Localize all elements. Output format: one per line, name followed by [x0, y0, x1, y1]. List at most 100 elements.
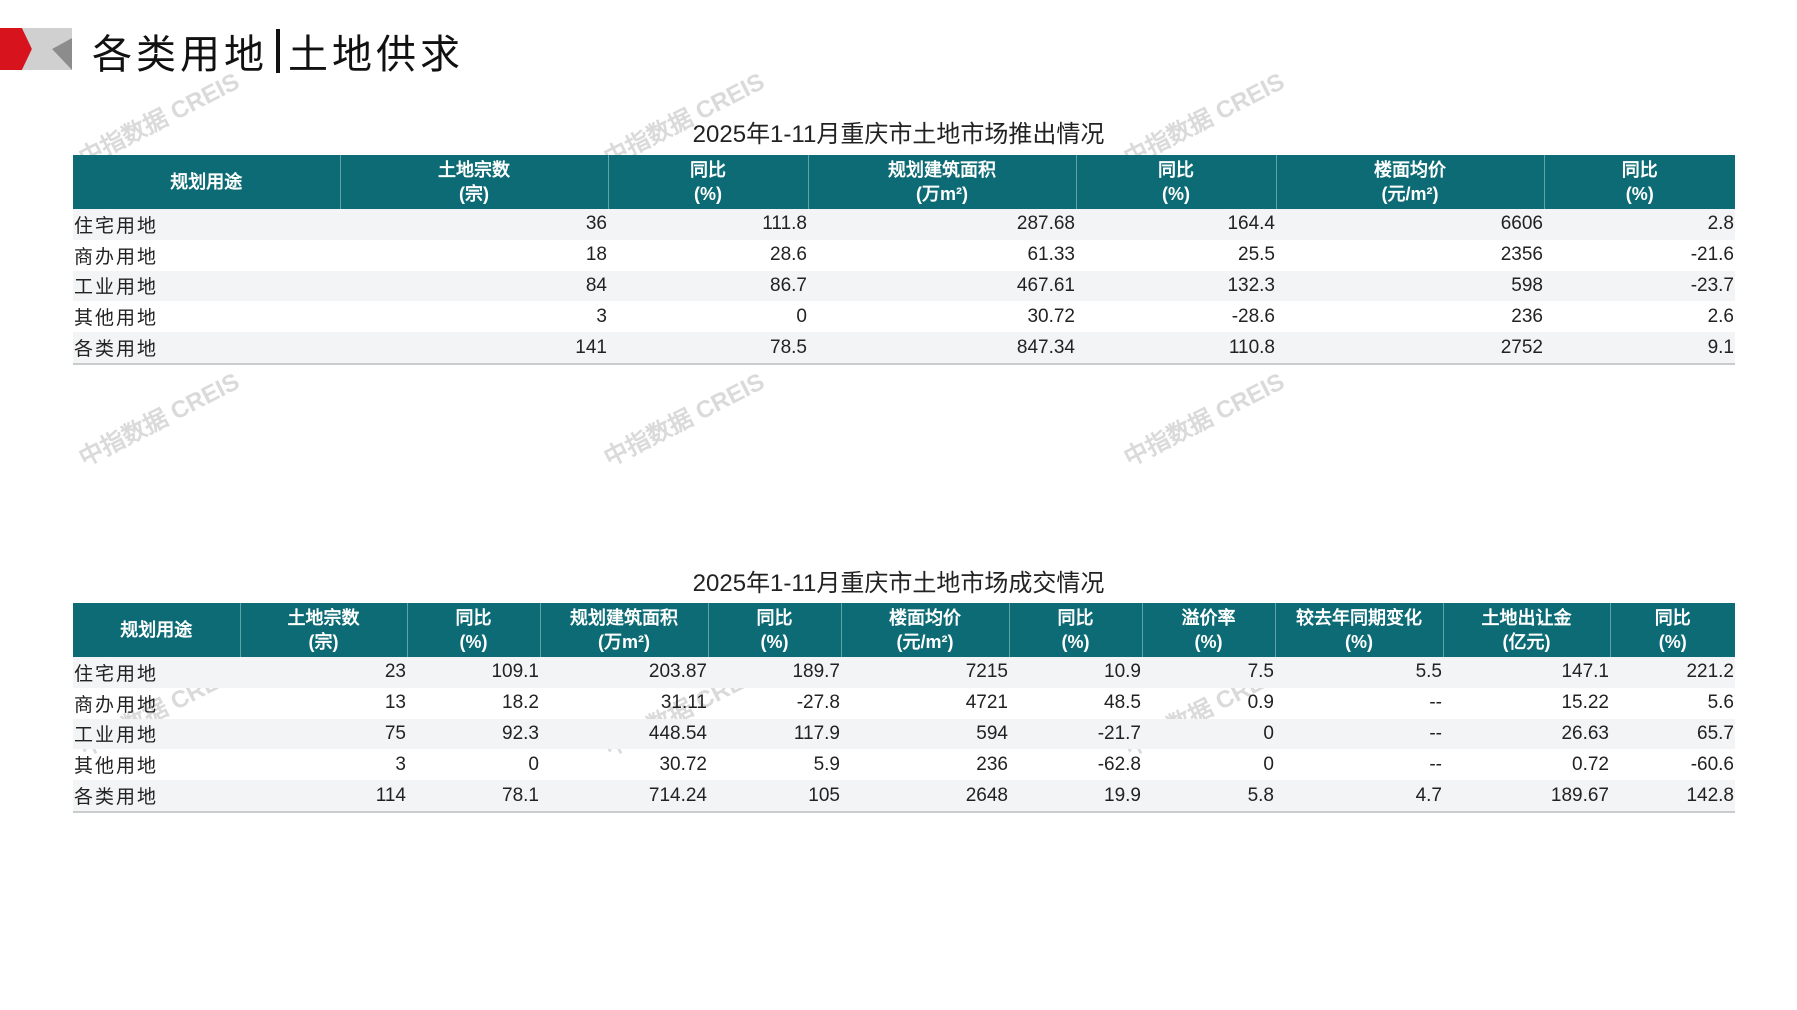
table-cell: 0.9	[1247, 692, 1274, 714]
table-cell: 7215	[841, 657, 1009, 688]
table-cell: 467.61	[808, 270, 1076, 302]
table-row: 住宅用地 36 111.8 287.68 164.4 6606 2.8	[73, 209, 1735, 240]
table-cell: 2356	[1500, 244, 1543, 266]
table-cell: 0	[1263, 753, 1274, 775]
table-cell: -28.6	[1231, 305, 1275, 327]
watermark: 中指数据 CREIS	[74, 368, 244, 473]
column-header-label: 土地宗数	[438, 160, 510, 180]
column-header-unit: (万m²)	[916, 184, 968, 204]
table-cell: 2752	[1276, 332, 1544, 365]
row-label: 商办用地	[74, 246, 159, 268]
column-header: 楼面均价 (元/m²)	[1275, 155, 1544, 209]
row-label: 住宅用地	[73, 657, 240, 688]
brand-logo	[0, 28, 72, 70]
watermark: 中指数据 CREIS	[599, 368, 769, 473]
column-header-label: 同比	[1057, 608, 1094, 628]
column-header: 同比 (%)	[406, 603, 540, 657]
deals-table-title: 2025年1-11月重庆市土地市场成交情况	[692, 570, 1105, 597]
table-cell: 75	[240, 718, 407, 750]
column-header: 规划建筑面积 (万m²)	[807, 155, 1076, 209]
table-cell: -21.6	[1690, 244, 1734, 266]
column-header-unit: (宗)	[308, 632, 339, 652]
column-header: 楼面均价 (元/m²)	[840, 603, 1009, 657]
table-cell: 2.8	[1544, 209, 1735, 240]
column-header-unit: (%)	[1162, 184, 1190, 204]
column-header-unit: (%)	[1194, 632, 1223, 652]
table-row: 其他用地 3 0 30.72 -28.6 236 2.6	[73, 301, 1735, 332]
table-cell: 714.24	[540, 780, 708, 813]
table-cell: 18	[585, 244, 607, 266]
table-cell: --	[1275, 718, 1443, 750]
table-cell: --	[1429, 753, 1442, 775]
table-cell: 65.7	[1610, 718, 1735, 750]
table-cell: 9.1	[1544, 332, 1735, 365]
table-cell: 5.6	[1707, 692, 1734, 714]
table-cell: 0	[796, 305, 807, 327]
table-cell: 3	[596, 305, 607, 327]
column-header-label: 楼面均价	[889, 608, 961, 628]
table-cell: 111.8	[608, 209, 808, 240]
table-cell: 105	[708, 780, 841, 813]
column-header: 同比 (%)	[1075, 155, 1276, 209]
row-label: 住宅用地	[73, 209, 340, 240]
table-cell: 2648	[841, 780, 1009, 813]
column-header-label: 同比	[756, 608, 793, 628]
table-row: 各类用地 141 78.5 847.34 110.8 2752 9.1	[73, 332, 1735, 365]
table-cell: 147.1	[1443, 657, 1610, 688]
row-label: 商办用地	[74, 694, 159, 716]
supply-table-title: 2025年1-11月重庆市土地市场推出情况	[692, 121, 1105, 148]
column-header: 较去年同期变化 (%)	[1274, 603, 1443, 657]
column-header-label: 同比	[455, 608, 492, 628]
table-cell: 30.72	[659, 753, 707, 775]
table-cell: 10.9	[1009, 657, 1142, 688]
column-header-label: 较去年同期变化	[1296, 608, 1422, 628]
table-cell: 594	[841, 718, 1009, 750]
table-cell: 0	[1142, 718, 1275, 750]
row-label: 工业用地	[73, 718, 240, 750]
table-row: 商办用地 13 18.2 31.11 -27.8 4721 48.5 0.9 -- 15.22 5.…	[73, 688, 1735, 719]
table-cell: 15.22	[1561, 692, 1609, 714]
column-header: 同比 (%)	[607, 155, 808, 209]
table-cell: 86.7	[608, 270, 808, 302]
table-cell: 5.8	[1142, 780, 1275, 813]
column-header-unit: (%)	[1345, 632, 1373, 652]
table-cell: -23.7	[1544, 270, 1735, 302]
column-header-unit: (元/m²)	[1381, 184, 1439, 204]
column-header-label: 规划建筑面积	[570, 608, 678, 628]
row-label: 其他用地	[74, 756, 159, 778]
table-cell: 78.5	[608, 332, 808, 365]
table-cell: 36	[340, 209, 608, 240]
column-header-label: 规划用途	[120, 620, 193, 640]
table-cell: 109.1	[407, 657, 540, 688]
table-cell: 48.5	[1104, 692, 1141, 714]
column-header-unit: (%)	[760, 632, 789, 652]
table-cell: 142.8	[1610, 780, 1735, 813]
table-cell: 164.4	[1076, 209, 1276, 240]
table-cell: 189.67	[1443, 780, 1610, 813]
column-header-unit: (元/m²)	[896, 632, 954, 652]
table-cell: 203.87	[540, 657, 708, 688]
table-cell: 5.5	[1275, 657, 1443, 688]
deals-table: 规划用途 土地宗数 (宗) 同比 (%) 规划建筑面积 (万m²) 同比 (%) 楼面均价 (元/m…	[73, 603, 1735, 813]
row-label: 各类用地	[73, 780, 240, 813]
table-cell: 3	[395, 753, 406, 775]
column-header-unit: (宗)	[459, 184, 489, 204]
column-header-unit: (%)	[1625, 184, 1654, 204]
table-cell: 847.34	[808, 332, 1076, 365]
column-header-label: 同比	[1158, 160, 1194, 180]
column-header: 溢价率 (%)	[1141, 603, 1275, 657]
table-cell: -27.8	[796, 692, 840, 714]
column-header-label: 同比	[1621, 160, 1658, 180]
table-cell: 13	[384, 692, 406, 714]
table-cell: -62.8	[1097, 753, 1141, 775]
page-title: 各类用地 土地供求	[92, 22, 464, 80]
table-cell: 0.72	[1572, 753, 1609, 775]
table-cell: 31.11	[660, 692, 707, 714]
table-cell: 114	[240, 780, 407, 813]
table-row: 各类用地 114 78.1 714.24 105 2648 19.9 5.8 4.7 189.67…	[73, 780, 1735, 813]
table-cell: 4721	[965, 692, 1008, 714]
table-cell: 236	[976, 753, 1008, 775]
column-header-unit: (亿元)	[1502, 632, 1551, 652]
row-label: 工业用地	[73, 270, 340, 302]
table-cell: -60.6	[1690, 753, 1734, 775]
